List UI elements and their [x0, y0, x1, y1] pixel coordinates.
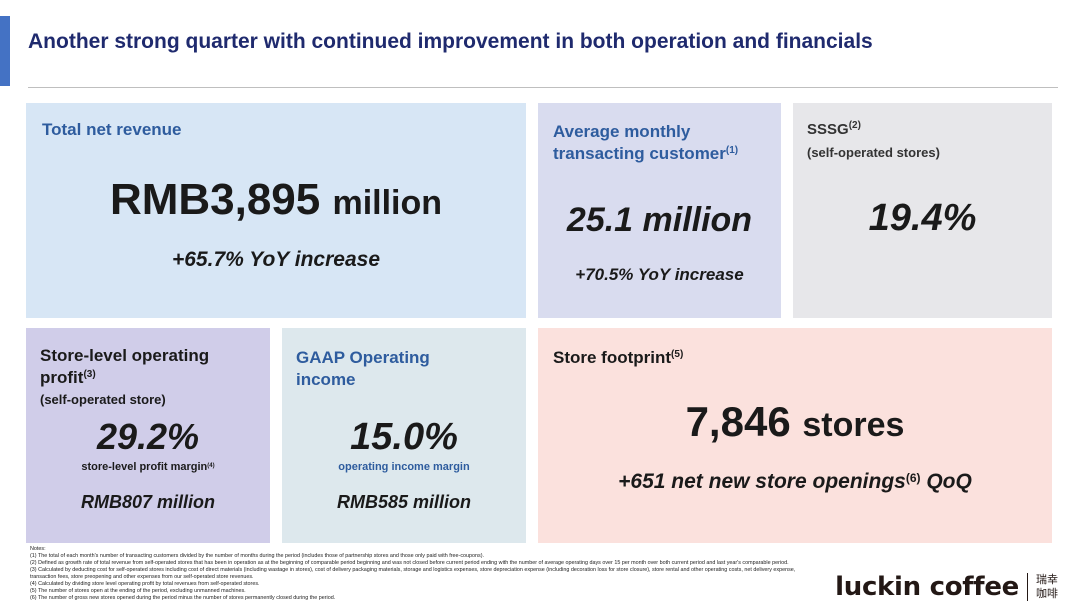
sssg-heading: SSSG(2) — [807, 120, 861, 139]
footprint-change-suffix: QoQ — [926, 470, 972, 493]
note-line: (6) The number of gross new stores opene… — [30, 595, 336, 601]
footprint-unit: stores — [802, 406, 905, 444]
mtc-value: 25.1 million — [566, 201, 753, 239]
footprint-change: +651 net new store openings(6) QoQ — [538, 470, 1052, 494]
mtc-heading-1: Average monthly — [553, 122, 691, 141]
footnote-ref: (2) — [848, 120, 861, 131]
gaap-card: GAAP Operating income 15.0% operating inc… — [282, 328, 526, 543]
note-line: (4) Calculated by dividing store level o… — [30, 581, 260, 587]
footprint-number: 7,846 — [685, 398, 791, 445]
footprint-value: 7,846 stores — [538, 398, 1052, 446]
gaap-heading-2: income — [296, 370, 356, 389]
luckin-logo: luckin coffee — [835, 572, 1019, 602]
revenue-change: +65.7% YoY increase — [171, 248, 380, 271]
sssg-value: 19.4% — [868, 197, 977, 239]
note-line: (1) The total of each month's number of … — [30, 553, 484, 559]
logo-divider — [1027, 573, 1028, 601]
store-profit-heading-2: profit — [40, 368, 84, 387]
gaap-heading-1: GAAP Operating — [296, 348, 430, 367]
store-profit-label: store-level profit margin(4) — [26, 461, 270, 473]
revenue-unit: million — [332, 184, 443, 222]
logo-cn-1: 瑞幸 — [1036, 574, 1058, 586]
sssg-heading-text: SSSG — [807, 121, 849, 138]
gaap-label: operating income margin — [338, 461, 470, 473]
footprint-change-text: +651 net new store openings — [618, 470, 906, 493]
footnote-ref: (6) — [905, 471, 921, 485]
store-profit-card: Store-level operating profit(3) (self-ope… — [26, 328, 270, 543]
sssg-card: SSSG(2) (self-operated stores) 19.4% — [793, 103, 1052, 318]
revenue-card: Total net revenue RMB3,895 million +65.7… — [26, 103, 526, 318]
footprint-heading: Store footprint(5) — [553, 347, 683, 369]
footnote-ref: (4) — [207, 463, 215, 469]
footprint-card: Store footprint(5) 7,846 stores +651 net… — [538, 328, 1052, 543]
footnote-ref: (3) — [83, 369, 96, 380]
logo-chinese: 瑞幸 咖啡 — [1036, 573, 1058, 601]
accent-bar — [0, 16, 10, 86]
footnotes: Notes: (1) The total of each month's num… — [30, 546, 810, 602]
gaap-value: 15.0% — [350, 416, 458, 458]
note-line: (3) Calculated by deducting cost for sel… — [30, 567, 796, 580]
footnote-ref: (5) — [671, 349, 684, 360]
note-line: (2) Defined as growth rate of total reve… — [30, 560, 789, 566]
page-title: Another strong quarter with continued im… — [28, 30, 873, 53]
store-profit-amount: RMB807 million — [80, 492, 216, 512]
store-profit-value: 29.2% — [96, 416, 200, 457]
store-profit-heading-1: Store-level operating — [40, 346, 210, 365]
logo-cn-2: 咖啡 — [1036, 588, 1058, 600]
revenue-number: RMB3,895 — [109, 175, 321, 224]
luckin-logo-group: luckin coffee 瑞幸咖啡 — [835, 572, 1058, 602]
store-profit-sub: (self-operated store) — [40, 392, 166, 407]
sssg-sub: (self-operated stores) — [807, 145, 940, 160]
revenue-heading: Total net revenue — [42, 120, 182, 139]
note-line: Notes: — [30, 546, 46, 552]
footprint-heading-text: Store footprint — [553, 348, 672, 367]
revenue-value: RMB3,895 million — [26, 175, 526, 225]
mtc-heading-2: transacting customer — [553, 144, 726, 163]
gaap-amount: RMB585 million — [336, 492, 472, 512]
mtc-change: +70.5% YoY increase — [575, 265, 744, 284]
note-line: (5) The number of stores open at the end… — [30, 588, 246, 594]
footnote-ref: (1) — [725, 145, 739, 156]
divider — [28, 87, 1058, 88]
mtc-heading: Average monthly transacting customer(1) — [553, 121, 738, 165]
gaap-heading: GAAP Operating income — [296, 347, 430, 391]
store-profit-label-text: store-level profit margin — [81, 461, 208, 473]
mtc-card: Average monthly transacting customer(1) 2… — [538, 103, 781, 318]
store-profit-heading: Store-level operating profit(3) — [40, 345, 209, 389]
